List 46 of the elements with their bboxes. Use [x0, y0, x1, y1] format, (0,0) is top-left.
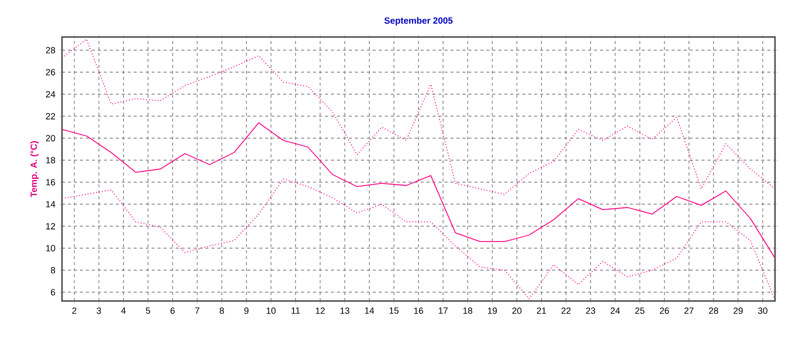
x-tick-label: 17	[438, 308, 448, 314]
x-tick-label: 28	[709, 308, 718, 314]
y-tick-label: 12	[46, 223, 56, 230]
x-tick-label: 25	[635, 308, 644, 314]
y-tick-label: 24	[46, 91, 56, 98]
x-tick-label: 15	[390, 308, 399, 314]
x-tick-label: 27	[684, 308, 694, 314]
x-tick-label: 19	[488, 308, 497, 314]
x-tick-label: 14	[365, 308, 374, 314]
x-tick-label: 4	[121, 308, 126, 314]
x-tick-label: 9	[244, 308, 248, 314]
line-series	[62, 178, 776, 300]
chart-title: September 2005	[384, 17, 453, 26]
x-tick-label: 2	[72, 308, 76, 314]
x-tick-label: 8	[220, 308, 224, 314]
x-tick-label: 13	[340, 308, 350, 314]
x-tick-label: 10	[266, 308, 276, 314]
y-tick-label: 26	[46, 69, 56, 76]
x-tick-label: 23	[586, 308, 596, 314]
x-tick-label: 20	[512, 308, 522, 314]
y-tick-label: 22	[46, 113, 56, 120]
x-tick-label: 18	[463, 308, 472, 314]
line-series	[62, 38, 776, 195]
y-tick-label: 20	[46, 135, 56, 142]
x-tick-label: 22	[561, 308, 571, 314]
x-tick-label: 29	[734, 308, 743, 314]
x-tick-label: 16	[414, 308, 424, 314]
y-tick-label: 6	[50, 289, 56, 296]
x-tick-label: 30	[758, 308, 768, 314]
x-tick-label: 11	[292, 308, 300, 314]
x-tick-label: 24	[610, 308, 620, 314]
x-tick-label: 6	[170, 308, 175, 314]
x-tick-label: 26	[660, 308, 669, 314]
x-tick-label: 5	[146, 308, 150, 314]
x-tick-label: 7	[195, 308, 200, 314]
y-tick-label: 8	[50, 267, 56, 274]
x-tick-label: 12	[316, 308, 325, 314]
x-tick-label: 3	[96, 308, 101, 314]
y-tick-label: 10	[46, 245, 56, 252]
y-tick-label: 28	[46, 47, 56, 54]
y-tick-label: 16	[46, 179, 56, 186]
x-tick-label: 21	[536, 308, 546, 314]
y-tick-label: 14	[46, 201, 56, 208]
y-axis-title: Temp. A. (°C)	[30, 141, 39, 198]
y-tick-label: 18	[46, 157, 56, 164]
line-series	[62, 122, 776, 259]
